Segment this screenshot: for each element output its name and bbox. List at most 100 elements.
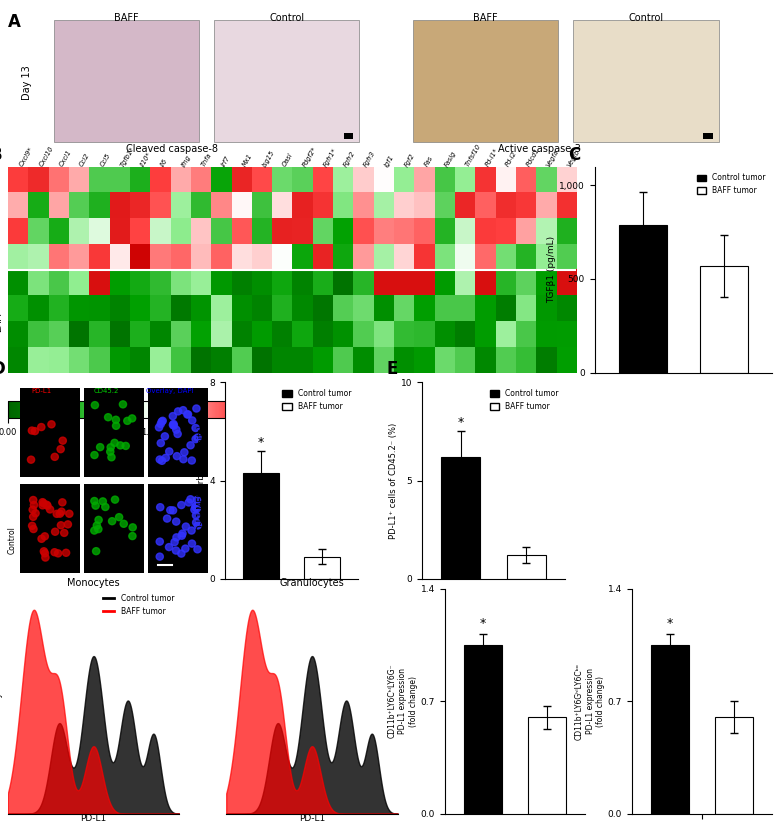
Bar <box>704 133 713 139</box>
Circle shape <box>91 402 98 409</box>
Y-axis label: CD11b⁺LY6CʰᴵLY6G⁻
PD-L1 expression
(fold change): CD11b⁺LY6CʰᴵLY6G⁻ PD-L1 expression (fold… <box>388 664 418 738</box>
Text: D: D <box>0 360 5 378</box>
Circle shape <box>188 527 195 534</box>
Circle shape <box>61 529 68 537</box>
Circle shape <box>170 420 177 427</box>
Circle shape <box>162 455 169 461</box>
Circle shape <box>53 510 60 517</box>
Bar <box>303 556 340 579</box>
Circle shape <box>112 416 119 423</box>
Circle shape <box>167 506 174 514</box>
Circle shape <box>99 498 106 505</box>
Y-axis label: PD-L1 MFI (arbitrary units): PD-L1 MFI (arbitrary units) <box>197 425 207 536</box>
Circle shape <box>188 457 195 464</box>
Circle shape <box>124 418 131 424</box>
Circle shape <box>194 546 201 553</box>
Bar <box>148 484 208 573</box>
FancyBboxPatch shape <box>215 20 360 142</box>
Circle shape <box>169 413 176 420</box>
Circle shape <box>194 522 201 529</box>
Circle shape <box>42 554 49 561</box>
Circle shape <box>173 453 180 459</box>
Circle shape <box>194 434 201 441</box>
Circle shape <box>58 499 66 506</box>
Circle shape <box>29 506 37 513</box>
Text: A: A <box>8 12 21 30</box>
Text: E: E <box>386 360 397 378</box>
Circle shape <box>169 507 176 514</box>
Circle shape <box>184 411 191 418</box>
Circle shape <box>174 431 181 437</box>
Bar <box>714 718 753 814</box>
Circle shape <box>182 545 189 552</box>
Circle shape <box>172 518 180 525</box>
Circle shape <box>157 504 164 510</box>
Circle shape <box>90 451 98 459</box>
Bar <box>84 388 144 477</box>
Circle shape <box>48 421 55 427</box>
Circle shape <box>158 457 165 464</box>
Bar <box>464 644 502 814</box>
Text: B: B <box>0 146 2 164</box>
Legend: Control tumor, BAFF tumor: Control tumor, BAFF tumor <box>693 170 768 198</box>
Y-axis label: CD11b⁺LY6GʰᴵLY6Cᵇᵒ
PD-L1 expression
(fold change): CD11b⁺LY6GʰᴵLY6Cᵇᵒ PD-L1 expression (fol… <box>575 663 605 740</box>
Circle shape <box>158 421 165 427</box>
Circle shape <box>192 424 199 432</box>
Circle shape <box>169 422 176 428</box>
Circle shape <box>27 456 34 464</box>
Bar <box>20 484 80 573</box>
Circle shape <box>119 401 126 408</box>
Circle shape <box>94 522 101 529</box>
Circle shape <box>43 501 51 508</box>
Circle shape <box>38 535 45 543</box>
Circle shape <box>156 456 163 463</box>
Circle shape <box>112 423 119 429</box>
Circle shape <box>58 508 65 515</box>
Circle shape <box>178 532 186 539</box>
X-axis label: PD-L1: PD-L1 <box>299 814 325 822</box>
Text: BAFF: BAFF <box>114 12 139 23</box>
Circle shape <box>47 506 54 513</box>
Circle shape <box>62 549 69 556</box>
Circle shape <box>129 524 136 531</box>
Circle shape <box>41 547 48 555</box>
X-axis label: PD-L1: PD-L1 <box>80 814 107 822</box>
Circle shape <box>90 527 98 534</box>
Circle shape <box>107 448 114 455</box>
Y-axis label: PD-L1⁺ cells of CD45.2⁻ (%): PD-L1⁺ cells of CD45.2⁻ (%) <box>389 423 398 538</box>
Text: CD45.2: CD45.2 <box>94 388 119 395</box>
Circle shape <box>178 501 185 509</box>
Bar <box>243 473 279 579</box>
Circle shape <box>90 497 98 505</box>
Circle shape <box>30 525 37 533</box>
Circle shape <box>28 427 36 434</box>
Bar <box>84 484 144 573</box>
Text: Active caspase-3: Active caspase-3 <box>498 144 580 154</box>
Circle shape <box>101 503 109 510</box>
FancyBboxPatch shape <box>573 20 718 142</box>
Title: Monocytes: Monocytes <box>67 578 120 588</box>
Circle shape <box>179 407 186 413</box>
Circle shape <box>58 522 65 529</box>
Circle shape <box>117 442 124 449</box>
Circle shape <box>185 499 193 506</box>
Circle shape <box>158 440 165 446</box>
Bar <box>148 388 208 477</box>
Circle shape <box>59 437 66 444</box>
Legend: Control tumor, BAFF tumor: Control tumor, BAFF tumor <box>487 386 562 414</box>
Circle shape <box>179 455 187 463</box>
Text: BAFF: BAFF <box>8 623 17 643</box>
Circle shape <box>57 446 64 453</box>
Text: *: * <box>480 617 486 630</box>
Circle shape <box>108 454 115 461</box>
Circle shape <box>29 522 36 529</box>
Circle shape <box>193 519 200 526</box>
FancyBboxPatch shape <box>413 20 558 142</box>
Circle shape <box>178 550 185 557</box>
Circle shape <box>164 515 171 522</box>
Title: Granulocytes: Granulocytes <box>279 578 345 588</box>
Bar <box>700 266 748 372</box>
Circle shape <box>192 504 199 510</box>
Text: Control: Control <box>629 12 664 23</box>
FancyBboxPatch shape <box>54 20 199 142</box>
